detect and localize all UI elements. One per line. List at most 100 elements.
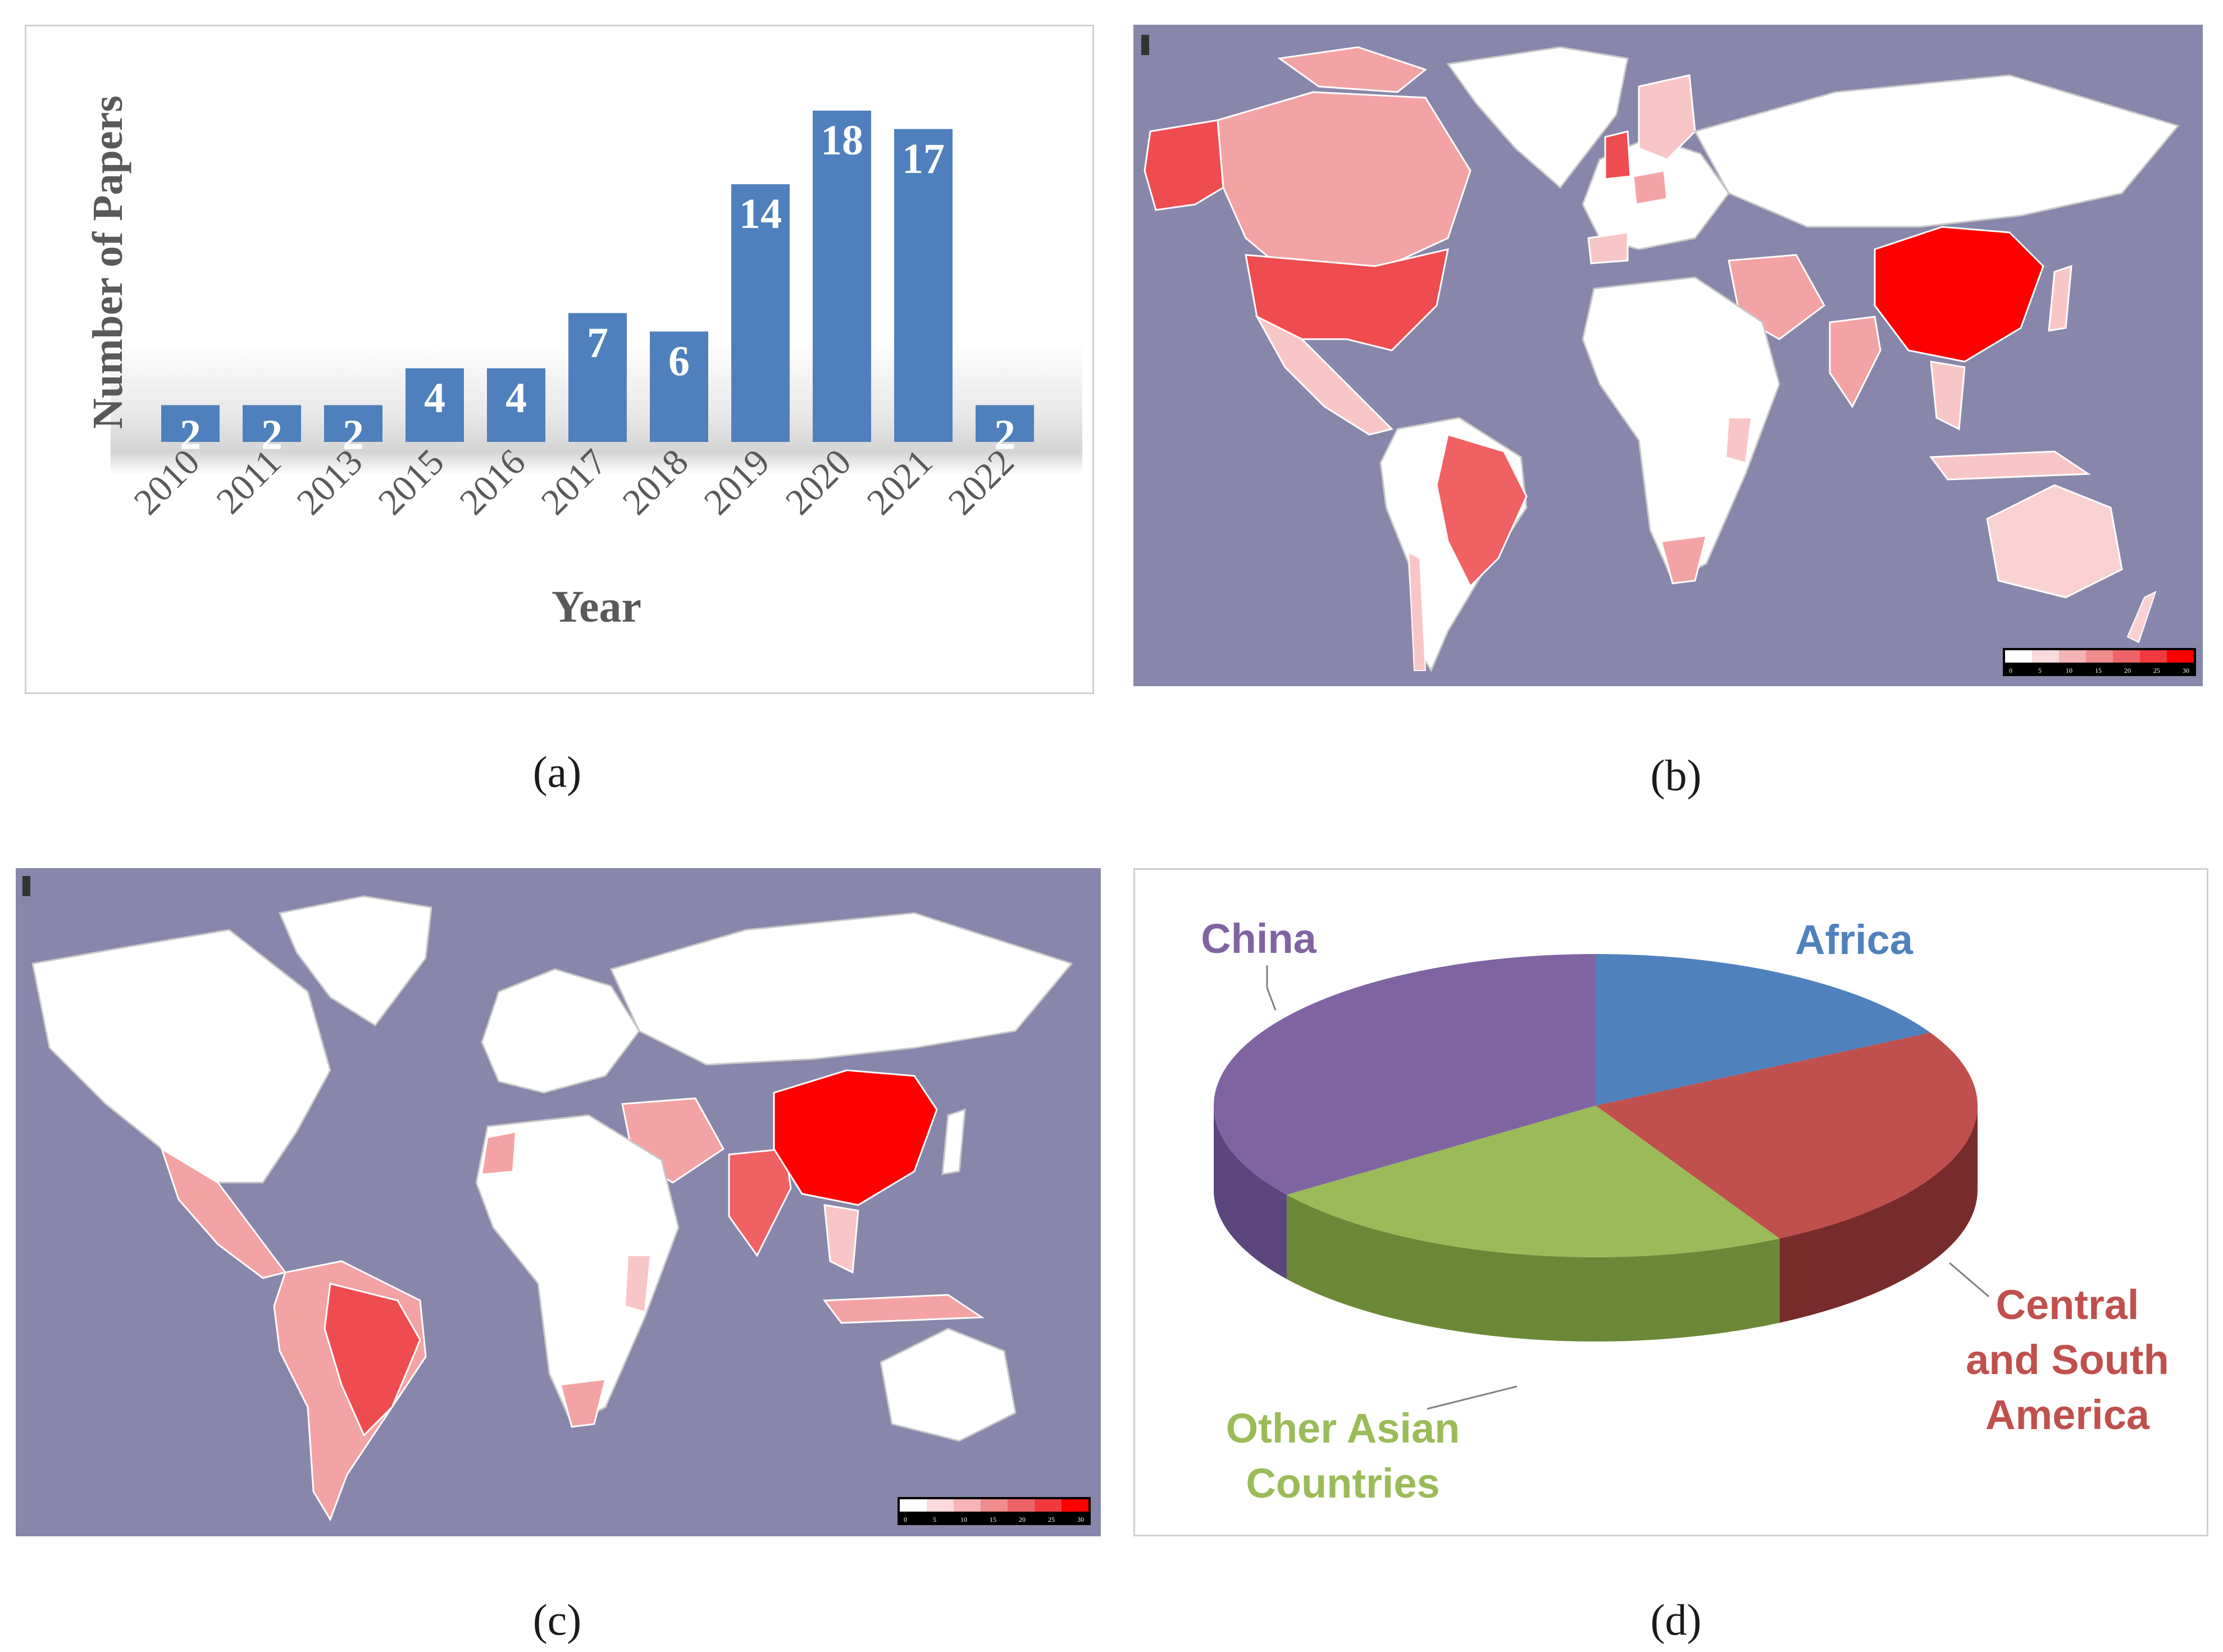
legend-tick-label: 0 — [904, 1516, 907, 1523]
bar-data-label: 2 — [261, 411, 283, 458]
bar-2017 — [568, 313, 627, 442]
pie-label-line: Africa — [1795, 916, 1914, 963]
mexico-shape — [160, 1147, 287, 1279]
legend-swatch — [1062, 1499, 1088, 1512]
japan-shape — [941, 1108, 966, 1175]
legend-tick-label: 0 — [2009, 667, 2012, 674]
greenland-shape — [278, 895, 432, 1027]
panel-a-bar-chart: 2 2 2 4 4 7 6 14 18 17 2 2010 2011 2013 2015 2016 2017 2… — [25, 25, 1094, 694]
bar-2021 — [894, 129, 953, 442]
legend-tick-label: 5 — [2038, 667, 2042, 674]
panel-c-world-map: 0 5 10 15 20 25 30 — [16, 868, 1101, 1536]
legend-swatch — [1008, 1499, 1035, 1512]
legend-swatch — [981, 1499, 1008, 1512]
legend-tick-label: 25 — [1048, 1516, 1055, 1523]
pie-label-line: America — [1985, 1391, 2150, 1438]
bar-data-label: 4 — [505, 375, 527, 422]
south-africa-shape — [559, 1378, 607, 1428]
legend-tick-label: 10 — [960, 1516, 967, 1523]
legend-tick-label: 30 — [1077, 1516, 1084, 1523]
china-shape — [1874, 226, 2044, 363]
bar-data-label: 2 — [180, 411, 201, 458]
legend-swatch — [2086, 650, 2113, 663]
legend-tick-label: 5 — [933, 1516, 936, 1523]
legend-swatch — [2032, 650, 2059, 663]
legend-swatch — [2140, 650, 2167, 663]
legend-tick-label: 25 — [2153, 667, 2160, 674]
legend-swatch — [927, 1499, 954, 1512]
legend-tick-label: 20 — [2124, 667, 2131, 674]
caption-a: (a) — [532, 747, 582, 796]
south-africa-shape — [1660, 535, 1707, 585]
x-axis-title: Year — [552, 582, 641, 632]
pie-label-line: China — [1201, 915, 1317, 962]
japan-shape — [2048, 264, 2072, 332]
bar-data-label: 7 — [587, 320, 608, 367]
spain-shape — [1587, 231, 1629, 264]
bar-data-label: 2 — [994, 411, 1015, 458]
panel-b-world-map: 0 5 10 15 20 25 30 — [1133, 25, 2203, 686]
map-legend-c: 0 5 10 15 20 25 30 — [898, 1497, 1091, 1525]
legend-swatch — [954, 1499, 981, 1512]
bar-2019 — [731, 184, 790, 442]
india-shape — [1829, 316, 1882, 408]
caption-c: (c) — [532, 1595, 582, 1644]
russia-shape — [1693, 74, 2180, 228]
brazil-shape — [1436, 433, 1528, 588]
pie-label-line: Countries — [1246, 1460, 1440, 1507]
pie-label-line: Central — [1996, 1281, 2139, 1328]
bar-2013 — [324, 405, 382, 442]
europe-shape — [481, 968, 640, 1094]
y-axis-title: Number of Papers — [84, 95, 131, 429]
morocco-shape — [481, 1131, 517, 1175]
southeast-asia-shape — [1930, 360, 1966, 431]
bar-2010 — [161, 405, 220, 442]
leader-line — [1427, 1385, 1518, 1410]
pie-slice-china — [1214, 954, 1596, 1195]
pie-slice-other-asian-countries — [1286, 1106, 1780, 1257]
bar-data-label: 18 — [821, 117, 863, 164]
legend-tick-label: 30 — [2183, 667, 2189, 674]
russia-shape — [609, 912, 1073, 1066]
zoom-control[interactable] — [1141, 35, 1149, 55]
canada-shape — [1217, 91, 1472, 273]
pie-chart-svg: Africa Central and South America Other Asian… — [1201, 915, 2169, 1507]
uk-shape — [1604, 130, 1632, 180]
new-zealand-shape — [2126, 591, 2157, 644]
legend-tick-label: 20 — [1019, 1516, 1026, 1523]
panel-d-pie-chart: Africa Central and South America Other Asian… — [1133, 868, 2208, 1536]
pie-label-line: Other Asian — [1226, 1405, 1460, 1452]
indonesia-shape — [823, 1294, 985, 1324]
pie-label-line: and South — [1966, 1336, 2169, 1383]
australia-shape — [1986, 484, 2123, 599]
bar-2020 — [813, 111, 871, 442]
caption-b: (b) — [1650, 751, 1702, 800]
caption-d: (d) — [1650, 1595, 1702, 1644]
legend-swatch — [1035, 1499, 1062, 1512]
bar-2015 — [406, 368, 464, 442]
legend-tick-label: 10 — [2066, 667, 2072, 674]
map-legend-b: 0 5 10 15 20 25 30 — [2003, 648, 2196, 676]
mexico-shape — [1255, 314, 1393, 436]
greenland-shape — [1446, 46, 1629, 189]
bar-data-label: 6 — [668, 337, 690, 385]
legend-tick-label: 15 — [2095, 667, 2102, 674]
pie-side-highlight — [1286, 1194, 1780, 1341]
arctic-islands-shape — [1277, 46, 1428, 93]
zoom-control[interactable] — [22, 876, 30, 896]
china-shape — [773, 1069, 938, 1206]
east-africa-shape — [624, 1255, 652, 1313]
leader-line — [1949, 1262, 1989, 1298]
legend-swatch — [900, 1499, 927, 1512]
legend-tick-label: 15 — [990, 1516, 996, 1523]
bar-data-label: 2 — [343, 411, 364, 458]
australia-shape — [880, 1327, 1017, 1442]
southeast-asia-shape — [823, 1204, 859, 1274]
pie-slice-africa — [1596, 954, 1930, 1106]
brazil-shape — [324, 1283, 421, 1437]
legend-swatch — [2167, 650, 2194, 663]
indonesia-shape — [1929, 450, 2091, 481]
north-america-shape — [31, 929, 331, 1184]
chile-shape — [1407, 551, 1427, 671]
